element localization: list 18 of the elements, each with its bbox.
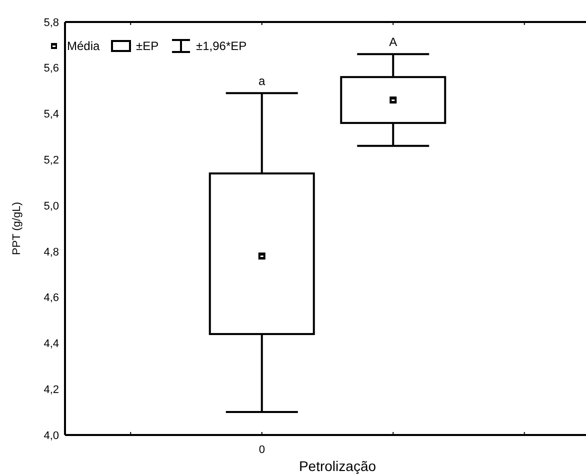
y-tick-label: 4,0 <box>44 430 59 442</box>
y-tick-label: 5,0 <box>44 200 59 212</box>
y-tick-label: 5,2 <box>44 154 59 167</box>
y-tick-label: 4,8 <box>44 246 59 258</box>
y-tick-label: 4,2 <box>44 384 59 396</box>
y-tick-label: 5,4 <box>44 108 59 121</box>
annotation: Média <box>67 39 100 54</box>
annotation: A <box>389 35 398 50</box>
annotation: ±EP <box>136 39 159 54</box>
y-tick-label: 4,6 <box>44 292 59 304</box>
y-tick-label: 4,4 <box>44 338 59 350</box>
annotation: ±1,96*EP <box>196 39 247 54</box>
y-tick-label: 5,8 <box>44 16 59 29</box>
annotation: a <box>258 74 266 88</box>
y-axis-title: PPT (g/gL) <box>11 202 23 255</box>
y-tick-label: 5,6 <box>44 62 59 75</box>
x-tick-label: 0 <box>258 444 265 456</box>
x-axis-title: Petrolização <box>298 458 376 474</box>
